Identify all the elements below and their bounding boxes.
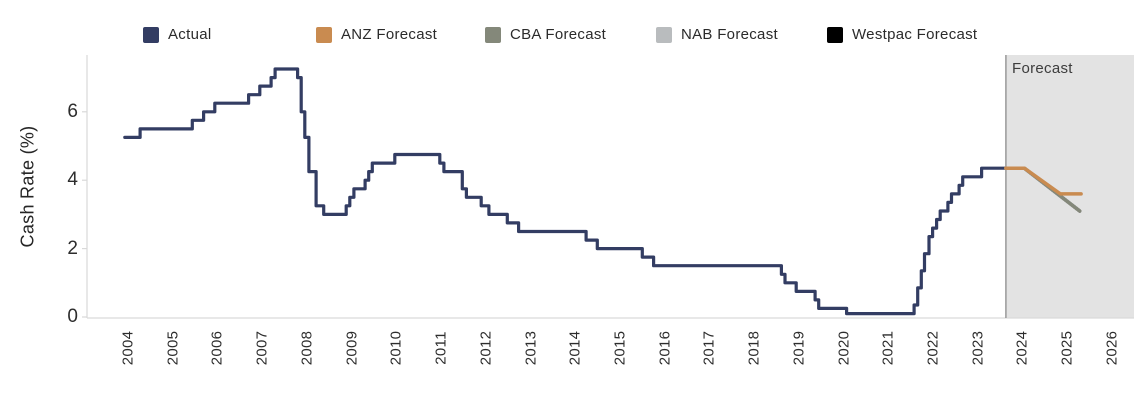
- legend-item-cba-forecast[interactable]: CBA Forecast: [485, 26, 606, 43]
- x-tick-label-2025: 2025: [1058, 330, 1076, 366]
- legend-item-anz-forecast[interactable]: ANZ Forecast: [316, 26, 437, 43]
- x-tick-label-2023: 2023: [969, 330, 987, 366]
- x-tick-label-2021: 2021: [879, 330, 897, 366]
- x-tick-label-2024: 2024: [1013, 330, 1031, 366]
- x-tick-label-2013: 2013: [522, 330, 539, 366]
- x-tick-label-2012: 2012: [477, 330, 495, 366]
- y-tick-label-6: 6: [67, 100, 78, 122]
- x-tick-label-2007: 2007: [253, 330, 271, 366]
- y-tick-label-4: 4: [67, 169, 78, 191]
- x-tick-label-2008: 2008: [298, 330, 316, 366]
- x-tick-label-2010: 2010: [387, 330, 405, 366]
- x-tick-label-2020: 2020: [835, 330, 852, 366]
- x-tick-label-2014: 2014: [566, 330, 584, 366]
- legend-label: ANZ Forecast: [341, 26, 438, 43]
- series-actual: [123, 67, 1008, 316]
- x-tick-label-2004: 2004: [119, 330, 137, 366]
- legend-label: Westpac Forecast: [852, 26, 978, 43]
- x-tick-label-2017: 2017: [700, 330, 718, 366]
- legend-label: Actual: [168, 26, 212, 43]
- x-tick-label-2016: 2016: [656, 330, 674, 366]
- x-tick-label-2026: 2026: [1103, 330, 1121, 366]
- legend-swatch-westpac-forecast: [827, 26, 843, 43]
- legend-label: NAB Forecast: [681, 26, 778, 43]
- x-tick-label-2011: 2011: [432, 331, 450, 365]
- x-tick-label-2018: 2018: [745, 330, 763, 366]
- legend-label: CBA Forecast: [510, 26, 607, 43]
- x-tick-label-2015: 2015: [611, 330, 629, 366]
- legend-item-westpac-forecast[interactable]: Westpac Forecast: [827, 26, 977, 43]
- forecast-band: [1005, 55, 1134, 318]
- x-tick-label-2022: 2022: [924, 330, 942, 366]
- legend-swatch-cba-forecast: [485, 26, 501, 43]
- y-tick-label-2: 2: [67, 237, 78, 259]
- legend-item-nab-forecast[interactable]: NAB Forecast: [656, 26, 778, 43]
- y-tick-label-0: 0: [67, 306, 78, 327]
- legend-swatch-anz-forecast: [316, 26, 332, 43]
- x-tick-label-2019: 2019: [790, 330, 808, 366]
- legend-swatch-actual: [143, 26, 159, 43]
- series-anz-forecast: [1004, 166, 1083, 196]
- legend-item-actual[interactable]: Actual: [143, 26, 212, 43]
- forecast-band-label: Forecast: [1012, 60, 1073, 77]
- x-tick-label-2005: 2005: [164, 330, 182, 366]
- x-tick-label-2009: 2009: [343, 330, 361, 366]
- x-tick-label-2006: 2006: [208, 330, 226, 366]
- chart-legend: Actual ANZ Forecast CBA Forecast NAB Foreca…: [0, 0, 1134, 50]
- legend-swatch-nab-forecast: [656, 26, 672, 43]
